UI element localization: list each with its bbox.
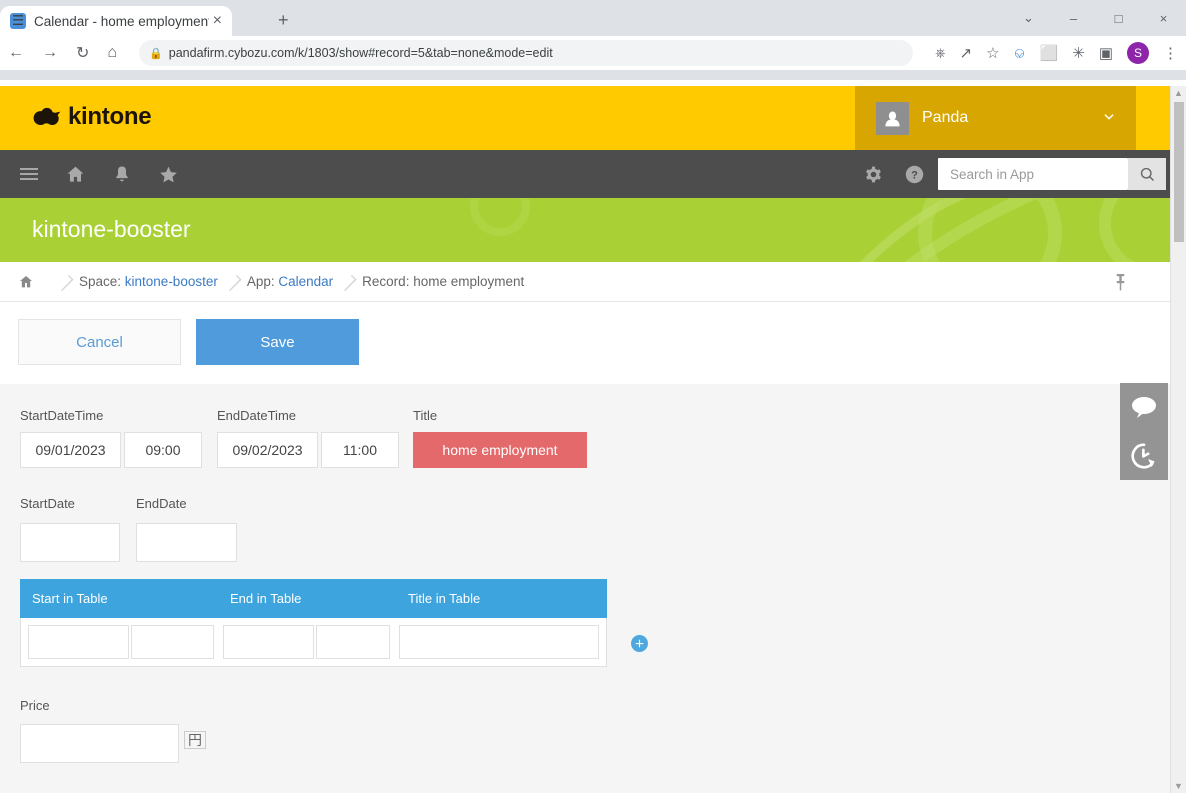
svg-text:?: ? xyxy=(911,169,918,181)
